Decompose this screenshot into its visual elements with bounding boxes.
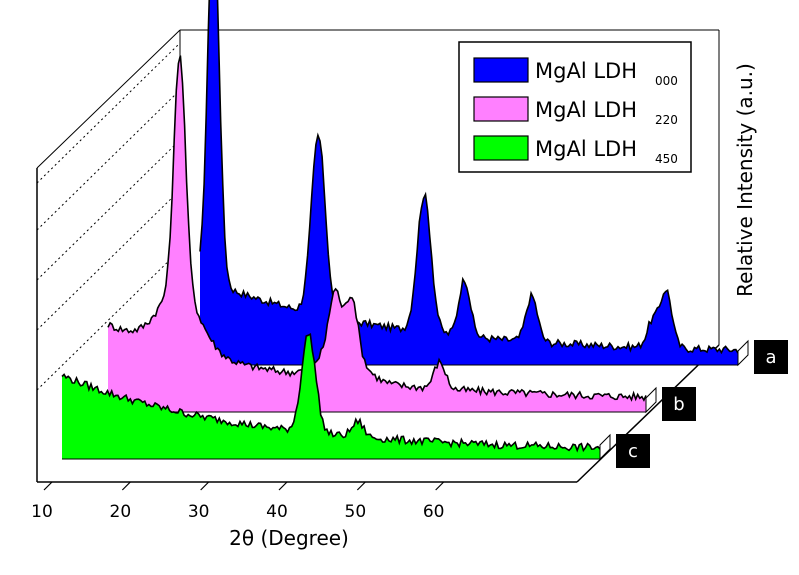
x-tick xyxy=(121,481,131,491)
legend-label: MgAl LDH xyxy=(535,98,637,122)
legend-entry: MgAl LDH 450 xyxy=(473,135,678,166)
legend-subscript: 000 xyxy=(655,74,678,88)
series-slab-side xyxy=(599,433,611,461)
series-a xyxy=(199,0,749,367)
series-b xyxy=(107,55,657,414)
series-slab-side xyxy=(645,386,657,414)
x-tick xyxy=(356,481,366,491)
legend-entry: MgAl LDH 220 xyxy=(473,96,678,127)
series-area xyxy=(200,0,738,365)
series-line xyxy=(107,55,647,402)
series-layer xyxy=(61,0,749,461)
badge-box xyxy=(662,387,696,421)
x-tick xyxy=(435,481,445,491)
series-badge-b: b xyxy=(662,387,696,421)
wall-grid-line xyxy=(36,139,181,281)
legend-swatch xyxy=(473,57,529,83)
x-tick-label: 50 xyxy=(345,502,367,522)
x-axis-title: 2θ (Degree) xyxy=(229,526,349,550)
x-axis: 10 20 30 40 50 60 2θ (Degree) Relative Intensit… xyxy=(31,63,757,550)
wall-grid-line xyxy=(36,249,181,391)
x-tick-label: 60 xyxy=(423,502,445,522)
series-area xyxy=(108,55,646,412)
series-slab-side xyxy=(737,339,749,367)
legend-label: MgAl LDH xyxy=(535,137,637,161)
x-tick xyxy=(43,481,53,491)
x-tick-label: 30 xyxy=(188,502,210,522)
x-tick xyxy=(278,481,288,491)
top-depth-edge xyxy=(36,29,181,169)
series-area xyxy=(62,334,600,459)
floor-right-edge xyxy=(576,344,720,483)
wall-grid-line xyxy=(36,42,181,184)
legend-label: MgAl LDH xyxy=(535,59,637,83)
legend-subscript: 220 xyxy=(655,113,678,127)
wall-grid-line xyxy=(36,189,181,331)
legend-swatch xyxy=(473,135,529,161)
series-line xyxy=(199,0,739,355)
series-c xyxy=(61,332,611,461)
x-tick-label: 20 xyxy=(110,502,132,522)
legend-subscript: 450 xyxy=(655,152,678,166)
series-line xyxy=(61,332,601,453)
badge-label: b xyxy=(673,394,684,415)
series-badge-c: c xyxy=(616,434,650,468)
legend: MgAl LDH 000 MgAl LDH 220 MgAl LDH 450 xyxy=(458,41,692,173)
x-tick-label: 40 xyxy=(266,502,288,522)
badge-label: a xyxy=(765,347,776,368)
legend-swatch xyxy=(473,96,529,122)
badge-box xyxy=(616,434,650,468)
legend-entry: MgAl LDH 000 xyxy=(473,57,678,88)
badge-box xyxy=(754,340,788,374)
y-axis-title: Relative Intensity (a.u.) xyxy=(733,63,757,297)
series-badge-a: a xyxy=(754,340,788,374)
x-tick xyxy=(200,481,210,491)
wall-grid-line xyxy=(36,89,181,231)
series-badges: a b c xyxy=(616,340,788,468)
x-tick-label: 10 xyxy=(31,502,53,522)
badge-label: c xyxy=(628,441,638,462)
